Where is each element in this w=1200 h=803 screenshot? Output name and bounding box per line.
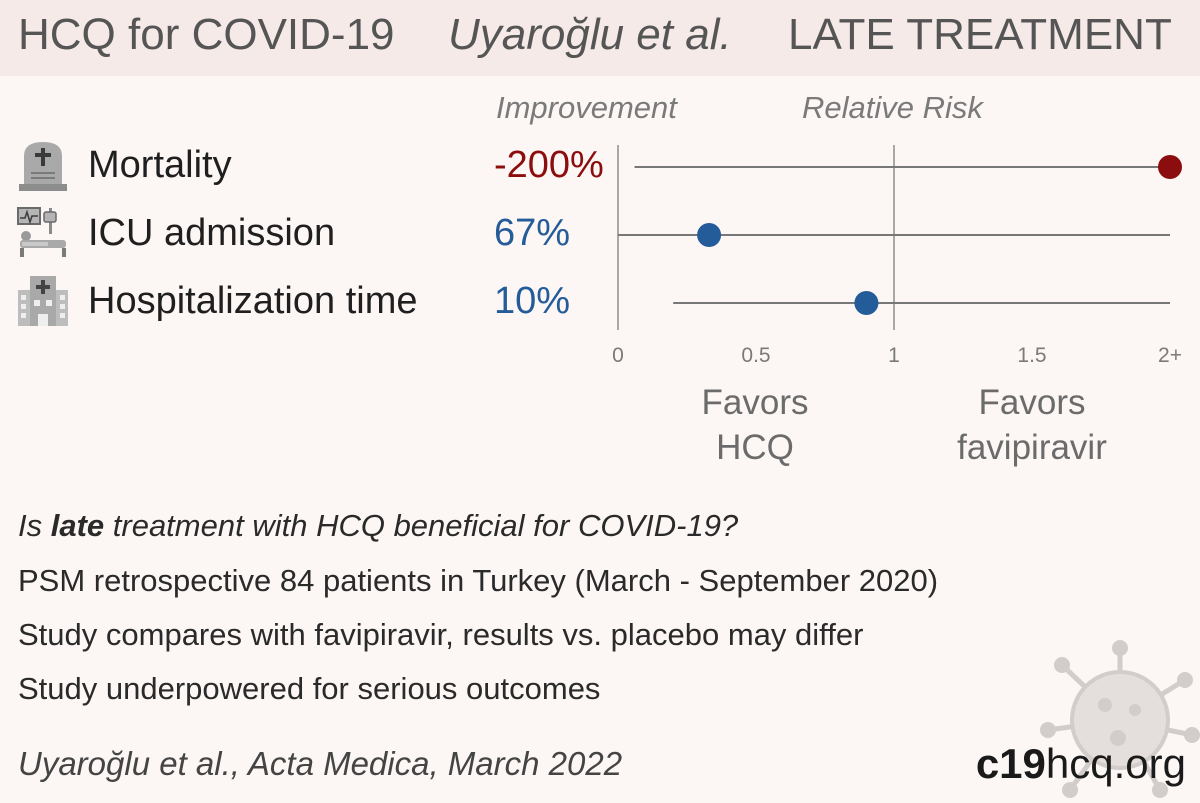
improvement-value-mortality: -200% <box>494 144 604 186</box>
study-question: Is late treatment with HCQ beneficial fo… <box>18 508 738 544</box>
study-detail-comparator: Study compares with favipiravir, results… <box>18 617 864 652</box>
icu-bed-icon <box>17 207 66 257</box>
favors-favipiravir-line1: Favors <box>978 383 1086 422</box>
x-tick-label: 2+ <box>1158 344 1182 367</box>
favors-hcq-label: Favors HCQ <box>670 380 840 470</box>
improvement-value-icu-admission: 67% <box>494 212 571 254</box>
favors-hcq-line2: HCQ <box>716 428 794 467</box>
brand-rest: hcq.org <box>1045 740 1186 787</box>
improvement-value-hospitalization-time: 10% <box>494 280 571 322</box>
study-detail-power: Study underpowered for serious outcomes <box>18 671 601 706</box>
study-author: Uyaroğlu et al. <box>448 10 732 59</box>
favors-favipiravir-label: Favors favipiravir <box>932 380 1132 470</box>
relative-risk-column-header: Relative Risk <box>802 90 983 125</box>
favors-hcq-line1: Favors <box>701 383 809 422</box>
point-estimate <box>697 223 722 247</box>
site-logo[interactable]: c19hcq.org <box>976 740 1186 788</box>
brand-bold: c19 <box>975 740 1046 787</box>
tombstone-icon <box>19 142 67 191</box>
outcome-label-icu-admission: ICU admission <box>88 212 336 254</box>
point-estimate <box>854 291 879 315</box>
x-tick-label: 0.5 <box>741 344 770 367</box>
favors-favipiravir-line2: favipiravir <box>957 428 1107 467</box>
virus-icon <box>1040 640 1200 798</box>
study-detail-design: PSM retrospective 84 patients in Turkey … <box>18 563 939 598</box>
hospital-icon <box>18 276 68 326</box>
question-prefix: Is <box>18 508 51 543</box>
x-tick-label: 1.5 <box>1017 344 1046 367</box>
question-emphasis: late <box>50 508 105 543</box>
outcome-label-hospitalization-time: Hospitalization time <box>88 280 418 322</box>
improvement-column-header: Improvement <box>496 90 677 125</box>
x-tick-label: 1 <box>888 344 900 367</box>
header-bar: HCQ for COVID-19 Uyaroğlu et al. LATE TR… <box>0 0 1200 76</box>
forest-plot: 0 0.5 1 1.5 2+ <box>612 145 1182 367</box>
outcome-label-mortality: Mortality <box>88 144 232 186</box>
point-estimate <box>1158 155 1182 179</box>
question-suffix: treatment with HCQ beneficial for COVID-… <box>104 508 739 543</box>
citation: Uyaroğlu et al., Acta Medica, March 2022 <box>18 745 623 782</box>
page-title: HCQ for COVID-19 <box>18 10 395 59</box>
x-tick-label: 0 <box>612 344 624 367</box>
treatment-stage: LATE TREATMENT <box>788 10 1172 59</box>
